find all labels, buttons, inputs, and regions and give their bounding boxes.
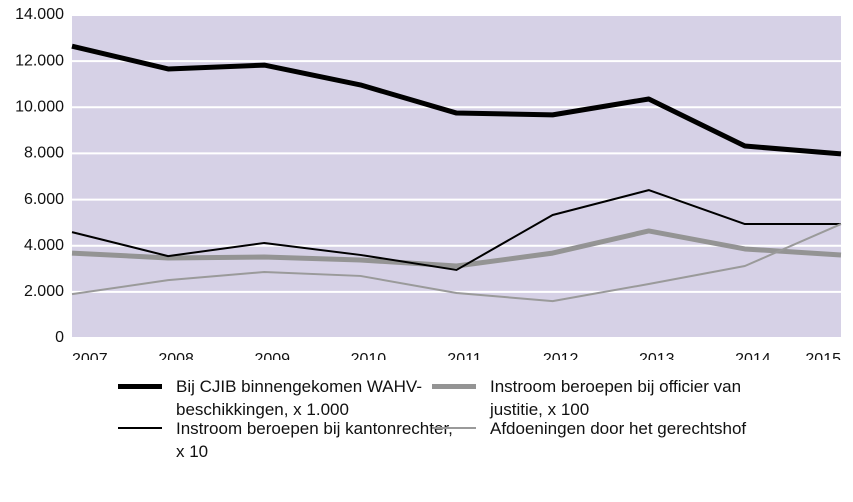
legend-item: Instroom beroepen bij kantonrechter, x 1…: [118, 417, 456, 463]
y-tick-label: 0: [55, 329, 64, 346]
x-tick-label: 2014: [735, 351, 771, 360]
legend-swatch: [432, 383, 476, 389]
legend-item: Bij CJIB binnengekomen WAHV-beschikkinge…: [118, 375, 456, 421]
legend-label: Bij CJIB binnengekomen WAHV-beschikkinge…: [176, 377, 422, 419]
y-tick-label: 6.000: [24, 191, 64, 208]
series-line: [71, 228, 842, 269]
y-tick-label: 12.000: [15, 52, 64, 69]
x-tick-label: 2015: [805, 351, 841, 360]
y-tick-label: 4.000: [24, 237, 64, 254]
legend-label: Afdoeningen door het gerechtshof: [490, 419, 747, 438]
legend-swatch: [118, 427, 162, 429]
legend-item: Instroom beroepen bij officier van justi…: [432, 375, 770, 421]
plot-background: [72, 15, 841, 338]
x-tick-label: 2013: [639, 351, 675, 360]
y-tick-label: 2.000: [24, 283, 64, 300]
series-line: [71, 223, 842, 303]
x-tick-label: 2007: [72, 351, 108, 360]
x-tick-label: 2009: [254, 351, 290, 360]
x-tick-label: 2010: [351, 351, 387, 360]
legend-item: Afdoeningen door het gerechtshof: [432, 417, 830, 440]
series-line: [71, 189, 841, 271]
x-tick-label: 2012: [543, 351, 579, 360]
series-line: [71, 43, 842, 157]
chart: 0 2.000 4.000 6.000 8.000 10.000 12.000 14.000 2…: [15, 6, 842, 360]
legend-label: Instroom beroepen bij kantonrechter, x 1…: [176, 419, 453, 461]
legend-swatch: [432, 427, 476, 429]
legend-swatch: [118, 383, 162, 389]
x-tick-label: 2008: [158, 351, 194, 360]
y-tick-label: 8.000: [24, 145, 64, 162]
y-tick-label: 14.000: [15, 6, 64, 23]
y-tick-label: 10.000: [15, 99, 64, 116]
legend-label: Instroom beroepen bij officier van justi…: [490, 377, 742, 419]
x-tick-label: 2011: [447, 351, 482, 360]
